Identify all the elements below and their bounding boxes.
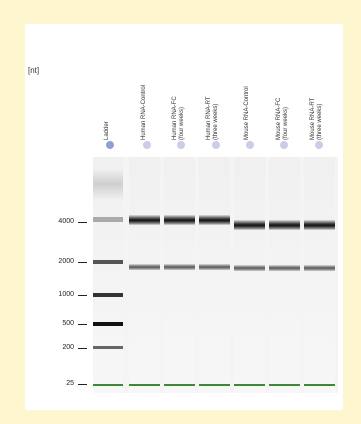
gel-lane-mouse-fc [269, 157, 300, 393]
band-18s [304, 265, 335, 271]
band-18s [129, 264, 160, 270]
band-28s [199, 215, 230, 225]
lane-dot-human-rt [212, 141, 220, 149]
size-label-25: 25 [66, 380, 74, 387]
band-18s [269, 265, 300, 271]
lane-label-mouse-control: Mouse RNA-Control [244, 86, 250, 140]
ladder-band-2000 [93, 260, 123, 264]
lane-dot-ladder [106, 141, 114, 149]
size-label-2000: 2000 [58, 258, 74, 265]
gel-lane-human-rt [199, 157, 230, 393]
size-label-4000: 4000 [58, 218, 74, 225]
lane-dot-mouse-rt [315, 141, 323, 149]
lane-dot-mouse-control [246, 141, 254, 149]
gel-lane-human-control [129, 157, 160, 393]
lane-label-human-fc: Human RNA-FC (four weeks) [172, 96, 185, 140]
lane-label-ladder: Ladder [104, 121, 110, 140]
lane-label-human-control: Human RNA-Control [141, 84, 147, 140]
gel-image [93, 157, 338, 393]
size-tick-2000 [78, 262, 87, 263]
marker-25 [269, 384, 300, 386]
marker-25 [129, 384, 160, 386]
band-18s [234, 265, 265, 271]
size-label-1000: 1000 [58, 291, 74, 298]
size-label-200: 200 [62, 344, 74, 351]
lane-label-mouse-rt: Mouse RNA-RT (three weeks) [310, 97, 323, 140]
size-tick-200 [78, 348, 87, 349]
lane-dot-human-control [143, 141, 151, 149]
ladder-band-1000 [93, 293, 123, 297]
marker-25 [164, 384, 195, 386]
band-28s [234, 220, 265, 230]
lane-label-human-rt: Human RNA-RT (three weeks) [206, 96, 219, 140]
marker-25 [304, 384, 335, 386]
gel-lane-mouse-rt [304, 157, 335, 393]
ladder-band-500 [93, 322, 123, 326]
unit-label: [nt] [28, 66, 40, 75]
size-tick-500 [78, 324, 87, 325]
gel-lane-ladder [93, 157, 123, 393]
lane-label-mouse-fc: Mouse RNA-FC (four weeks) [276, 97, 289, 140]
gel-lane-human-fc [164, 157, 195, 393]
marker-25 [234, 384, 265, 386]
ladder-band-200 [93, 346, 123, 349]
size-label-500: 500 [62, 320, 74, 327]
size-tick-1000 [78, 295, 87, 296]
ladder-smear [93, 169, 123, 199]
size-tick-4000 [78, 222, 87, 223]
band-18s [164, 264, 195, 270]
marker-25 [199, 384, 230, 386]
band-28s [269, 220, 300, 230]
band-18s [199, 264, 230, 270]
band-28s [129, 215, 160, 225]
band-28s [304, 220, 335, 230]
size-tick-25 [78, 384, 87, 385]
ladder-band-4000 [93, 217, 123, 222]
band-28s [164, 215, 195, 225]
gel-lane-mouse-control [234, 157, 265, 393]
lane-dot-mouse-fc [280, 141, 288, 149]
ladder-marker-25 [93, 384, 123, 386]
lane-dot-human-fc [177, 141, 185, 149]
